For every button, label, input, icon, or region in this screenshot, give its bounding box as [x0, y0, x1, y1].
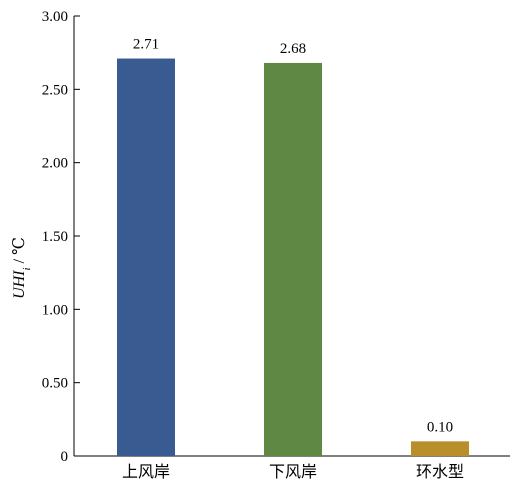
y-axis-title-subscript: i [21, 267, 33, 270]
y-axis: 0 0.50 1.00 1.50 2.00 2.50 3.00 [42, 9, 80, 465]
y-axis-title-main: UHI [11, 270, 28, 299]
y-tick-label: 0.50 [42, 376, 68, 392]
y-axis-title-unit: / ℃ [11, 237, 28, 267]
y-tick-label: 2.00 [42, 156, 68, 172]
data-labels: 2.71 2.68 0.10 [133, 37, 453, 436]
y-tick-label: 2.50 [42, 82, 68, 98]
y-tick-label: 1.50 [42, 229, 68, 245]
bar-value-label: 0.10 [427, 419, 453, 435]
bar-1 [117, 58, 175, 457]
y-tick-label: 0 [61, 449, 69, 465]
category-label: 环水型 [416, 462, 464, 481]
bars [117, 58, 469, 457]
y-axis-title: UHIi / ℃ [11, 237, 33, 299]
y-axis-label: UHIi / ℃ [11, 237, 33, 299]
bar-value-label: 2.68 [280, 41, 306, 57]
y-tick-label: 3.00 [42, 9, 68, 25]
bar-3 [411, 441, 469, 456]
category-label: 下风岸 [269, 462, 317, 481]
y-tick-label: 1.00 [42, 302, 68, 318]
bar-value-label: 2.71 [133, 37, 159, 53]
bar-2 [264, 62, 322, 456]
category-labels: 上风岸 下风岸 环水型 [122, 462, 464, 481]
category-label: 上风岸 [122, 462, 170, 481]
